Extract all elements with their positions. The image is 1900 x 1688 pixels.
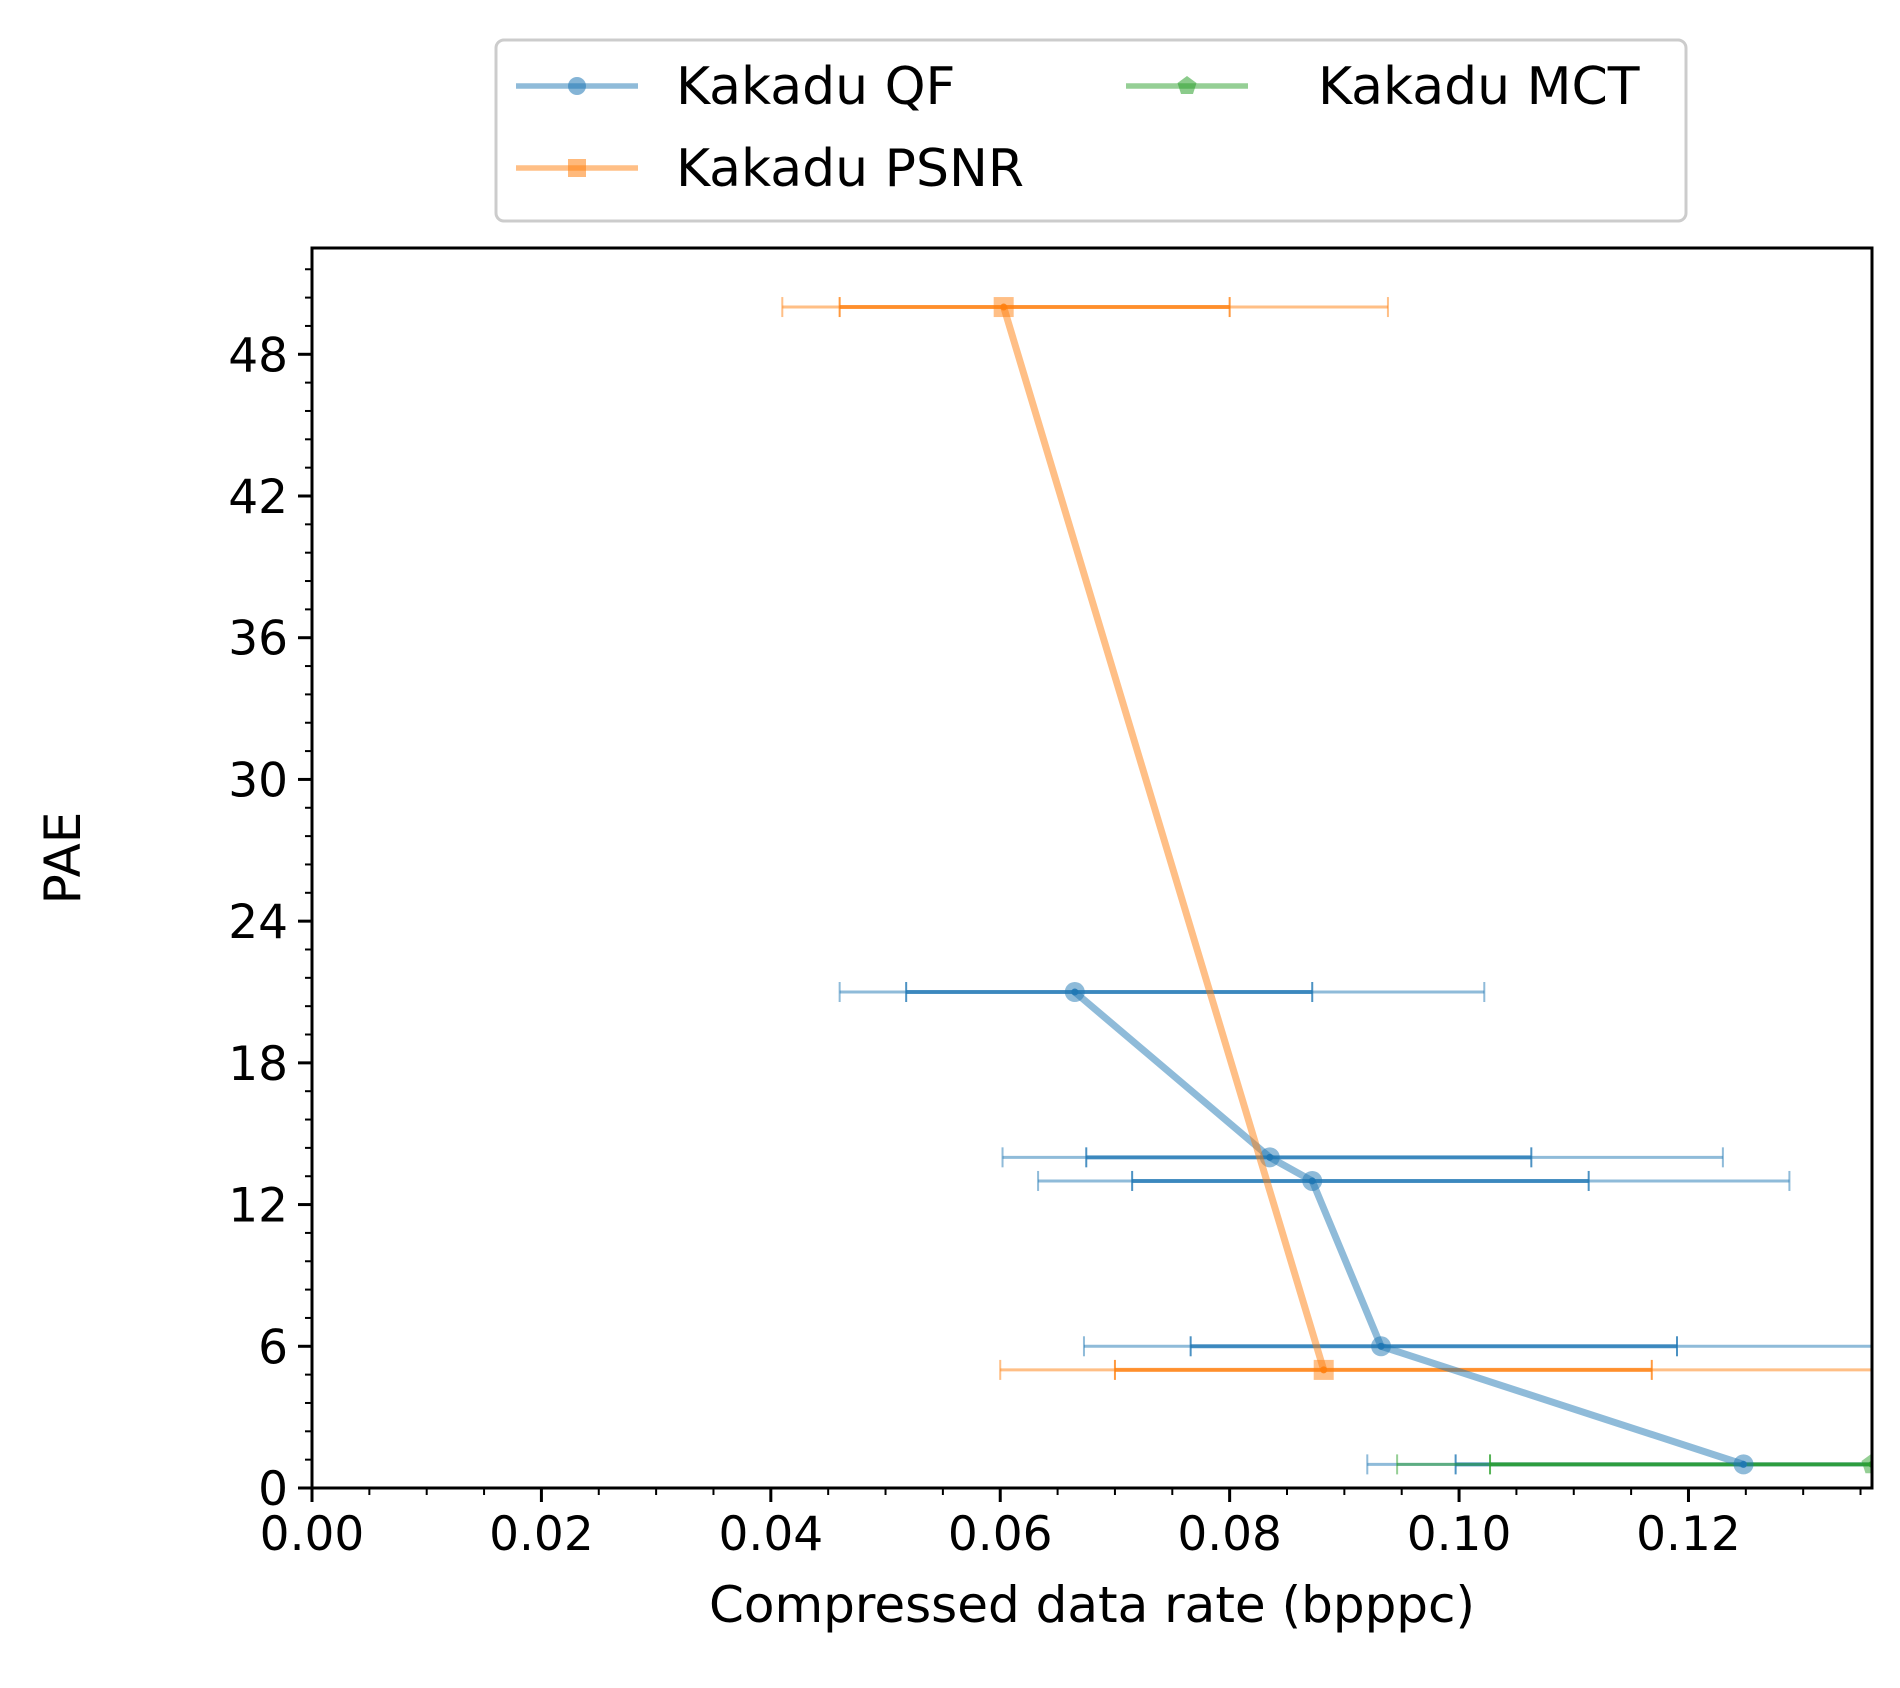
series-line-kakadu-psnr [1000, 306, 1328, 1371]
legend-entry-kakadu-psnr: Kakadu PSNR [516, 139, 1024, 199]
data-point-center [1740, 1460, 1748, 1468]
y-tick-label: 18 [228, 1037, 288, 1092]
x-tick-label: 0.12 [1636, 1507, 1741, 1562]
legend-label-kakadu-mct: Kakadu MCT [1318, 57, 1640, 117]
y-tick-label: 42 [228, 470, 288, 525]
data-point-center [1071, 988, 1079, 996]
axes-frame [310, 246, 1874, 1490]
data-point-center [1000, 303, 1008, 311]
x-tick-label: 0.00 [260, 1507, 365, 1562]
y-axis: 0 6 12 18 24 30 36 42 48 [228, 268, 312, 1517]
data-point-center [1320, 1366, 1328, 1374]
y-tick-label: 0 [258, 1462, 288, 1517]
legend-entry-kakadu-qf: Kakadu QF [516, 57, 955, 117]
series-line-kakadu-qf [1072, 989, 1745, 1468]
legend-marker-kakadu-qf [568, 77, 586, 95]
legend-marker-kakadu-mct [1177, 76, 1197, 94]
errorbars-kakadu-qf [838, 982, 1872, 1475]
data-point-center [1266, 1153, 1274, 1161]
x-axis: 0.00 0.02 0.04 0.06 0.08 0.10 0.12 [260, 1488, 1862, 1562]
y-tick-label: 30 [228, 753, 288, 808]
x-tick-label: 0.06 [948, 1507, 1053, 1562]
legend-frame [494, 38, 1688, 223]
plot-area [781, 297, 1872, 1475]
series-kakadu-qf [1064, 982, 1754, 1475]
data-point-center [1308, 1177, 1316, 1185]
x-tick-label: 0.10 [1407, 1507, 1512, 1562]
y-tick-label: 36 [228, 612, 288, 667]
x-tick-label: 0.04 [718, 1507, 823, 1562]
y-tick-label: 12 [228, 1179, 288, 1234]
errorbars-kakadu-psnr [781, 297, 1872, 1380]
y-tick-label: 48 [228, 328, 288, 383]
x-axis-label: Compressed data rate (bpppc) [709, 1576, 1475, 1634]
x-tick-label: 0.08 [1177, 1507, 1282, 1562]
y-tick-label: 6 [258, 1320, 288, 1375]
y-axis-label: PAE [34, 812, 92, 905]
legend-label-kakadu-qf: Kakadu QF [676, 57, 955, 117]
legend-marker-kakadu-psnr [568, 159, 586, 177]
data-point [1861, 1453, 1872, 1474]
legend-entry-kakadu-mct: Kakadu MCT [1126, 57, 1640, 117]
legend-label-kakadu-psnr: Kakadu PSNR [676, 139, 1024, 199]
series-kakadu-psnr [993, 297, 1334, 1380]
data-point-center [1377, 1342, 1385, 1350]
legend: Kakadu QF Kakadu PSNR Kakadu MCT [494, 38, 1688, 223]
y-tick-label: 24 [228, 895, 288, 950]
errorbars-kakadu-mct [1396, 1454, 1872, 1475]
x-tick-label: 0.02 [489, 1507, 594, 1562]
